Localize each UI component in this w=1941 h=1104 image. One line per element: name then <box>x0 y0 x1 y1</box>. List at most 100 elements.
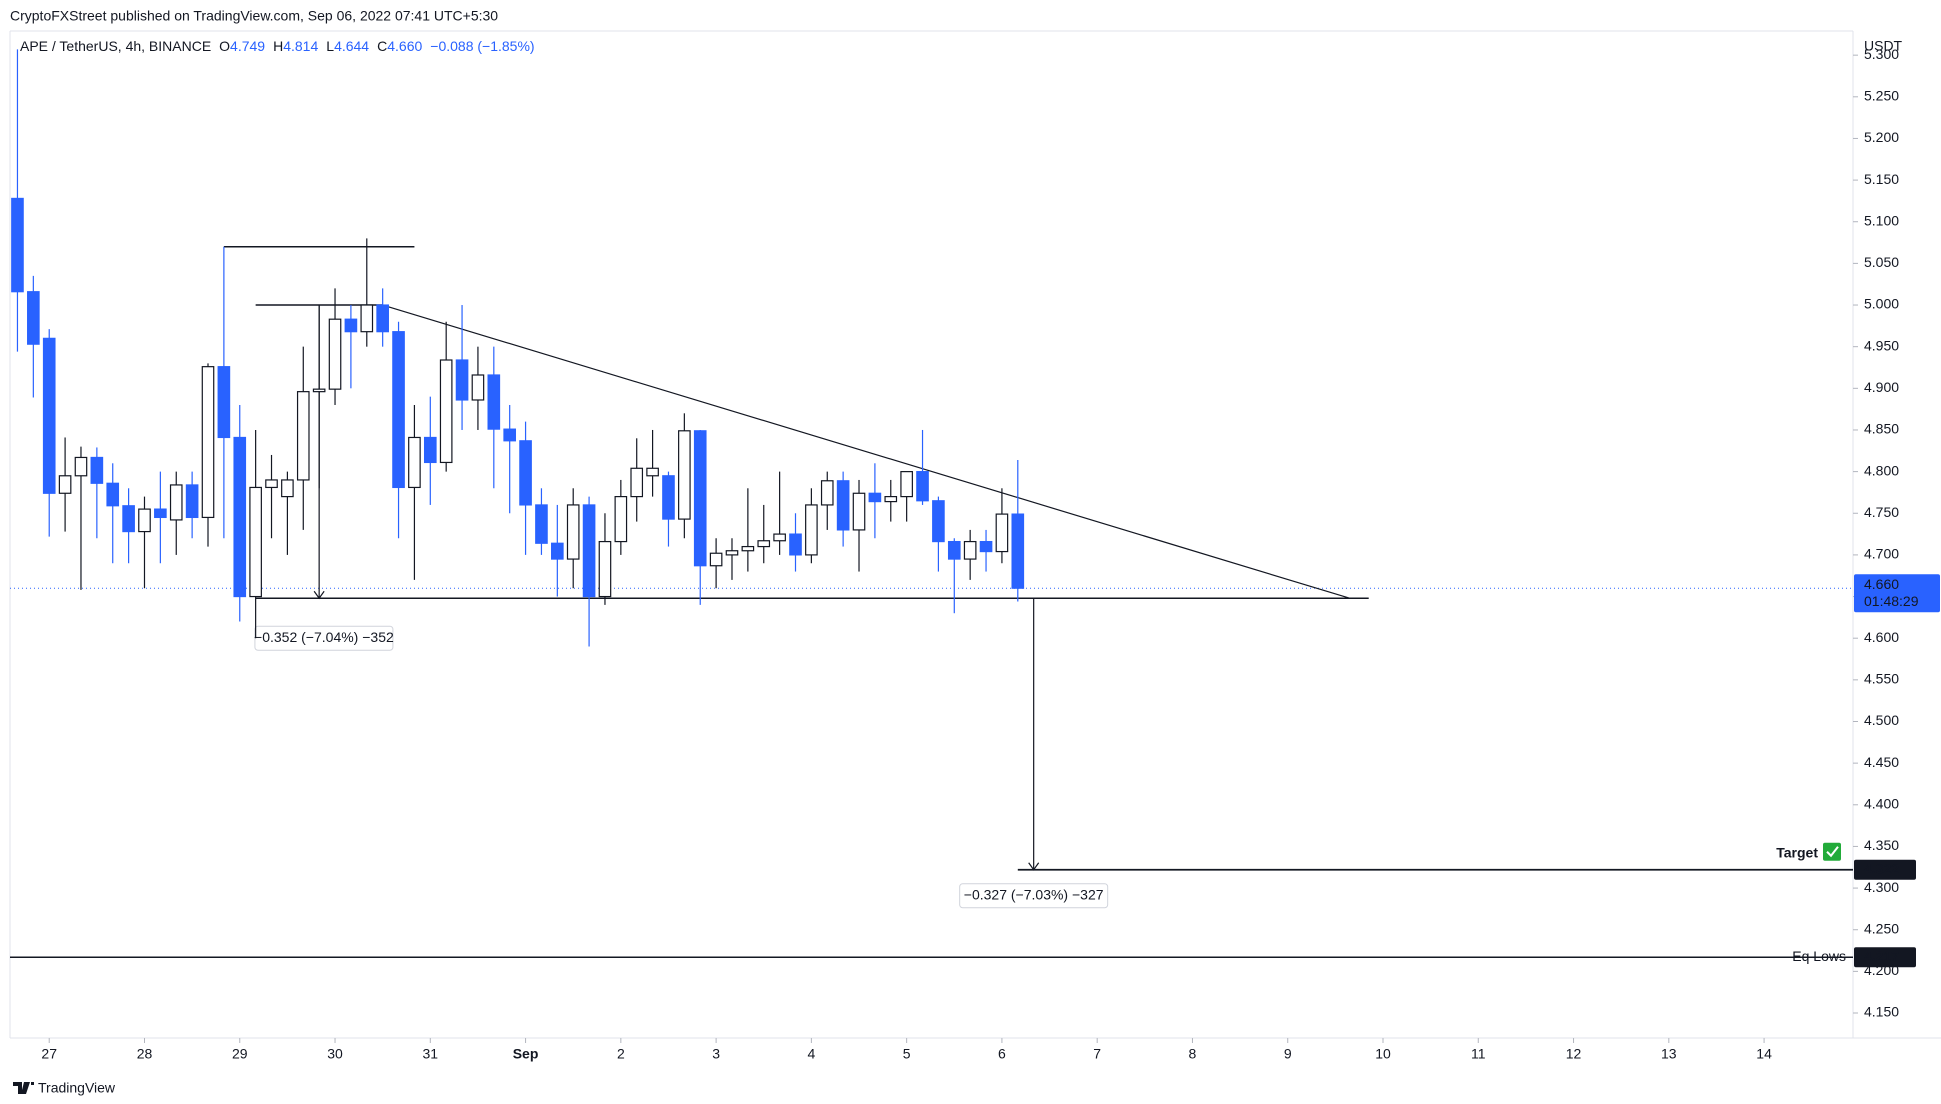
y-tick-label: 4.700 <box>1864 546 1899 562</box>
candle-body <box>932 500 945 543</box>
candle-body <box>233 436 247 598</box>
candle-body <box>27 291 40 345</box>
x-tick-label: 8 <box>1189 1046 1197 1062</box>
candle-body <box>312 388 326 393</box>
target-check-mark <box>1826 846 1839 858</box>
x-tick-label: Sep <box>513 1046 539 1062</box>
y-tick-label: 4.300 <box>1864 879 1899 895</box>
candle-body <box>709 552 723 567</box>
candle-body <box>947 540 961 560</box>
y-tick-label: 5.150 <box>1864 171 1899 187</box>
legend-item: 4.660 <box>387 38 422 54</box>
measure-label: −0.352 (−7.04%) −352 <box>254 629 394 645</box>
y-tick-label: 4.600 <box>1864 629 1899 645</box>
target-check <box>1823 842 1841 861</box>
candle-body <box>551 542 564 560</box>
y-tick-label: 5.050 <box>1864 254 1899 270</box>
candle-body <box>185 484 199 519</box>
candle-body <box>757 540 771 548</box>
candle-body <box>868 492 882 503</box>
y-tick-label: 4.550 <box>1864 671 1899 687</box>
candle-body <box>423 436 437 464</box>
candle-body <box>328 318 342 390</box>
current-price-label: 4.660 <box>1864 576 1899 592</box>
x-tick-label: 27 <box>41 1046 57 1062</box>
brand-logo <box>13 1082 34 1094</box>
x-tick-label: 12 <box>1566 1046 1582 1062</box>
legend-item: L <box>326 38 334 54</box>
y-tick-label: 5.300 <box>1864 46 1899 62</box>
candle-body <box>1011 513 1025 589</box>
candle-body <box>344 318 358 333</box>
candle-body <box>90 456 104 484</box>
candle-body <box>122 505 135 533</box>
x-tick-label: 30 <box>327 1046 343 1062</box>
y-tick-label: 4.450 <box>1864 754 1899 770</box>
candle-body <box>979 540 993 553</box>
candle-body <box>884 496 898 503</box>
candle-body <box>58 475 72 494</box>
candle-body <box>42 337 56 494</box>
candle-body <box>566 504 580 560</box>
current-price-box <box>1854 574 1940 613</box>
legend-item: 4.749 <box>230 38 265 54</box>
x-tick-label: 28 <box>137 1046 153 1062</box>
candle-body <box>201 366 215 519</box>
candle-body <box>249 486 262 598</box>
candle-body <box>963 540 977 560</box>
candle-body <box>820 480 834 506</box>
candle-body <box>376 304 389 333</box>
candle-body <box>916 471 929 502</box>
x-tick-label: 9 <box>1284 1046 1292 1062</box>
candle-body <box>455 359 469 401</box>
candle-body <box>169 484 183 521</box>
y-tick-label: 4.750 <box>1864 504 1899 520</box>
y-tick-label: 5.200 <box>1864 129 1899 145</box>
candle-body <box>408 436 421 489</box>
y-tick-label: 4.800 <box>1864 462 1899 478</box>
legend-item: 4.814 <box>283 38 318 54</box>
brand: TradingView <box>38 1080 116 1096</box>
measure-arrow-head <box>313 590 325 600</box>
legend-item: C <box>377 38 387 54</box>
x-tick-label: 6 <box>998 1046 1006 1062</box>
candle-body <box>265 479 278 489</box>
candle-body <box>154 508 167 519</box>
x-tick-label: 7 <box>1093 1046 1101 1062</box>
candle-body <box>836 480 850 531</box>
x-tick-label: 11 <box>1471 1046 1486 1062</box>
candle-body <box>693 430 707 567</box>
candle-body <box>995 513 1009 553</box>
candle-body <box>74 456 88 477</box>
candle-body <box>741 545 755 552</box>
candle-body <box>630 467 644 498</box>
legend-item: −0.088 (−1.85%) <box>430 38 534 54</box>
candle-body <box>535 504 548 544</box>
candle-body <box>598 540 612 598</box>
candle-body <box>471 374 485 401</box>
legend-item: APE / TetherUS, 4h, BINANCE <box>20 38 211 54</box>
candle-body <box>217 366 231 439</box>
candle-body <box>281 479 294 498</box>
legend-item: O <box>219 38 230 54</box>
countdown: 01:48:29 <box>1864 593 1919 609</box>
x-tick-label: 3 <box>712 1046 720 1062</box>
candle-body <box>439 359 453 464</box>
candle-body <box>678 430 691 520</box>
candle-body <box>487 374 501 430</box>
candle-body <box>138 508 151 533</box>
candle-body <box>789 533 802 556</box>
x-tick-label: 14 <box>1756 1046 1772 1062</box>
x-tick-label: 13 <box>1661 1046 1677 1062</box>
candle-body <box>773 533 786 542</box>
candle-body <box>106 482 120 507</box>
candle-body <box>900 471 913 498</box>
y-tick-label: 4.900 <box>1864 379 1899 395</box>
target-text: Target <box>1776 844 1818 860</box>
trend-line <box>382 304 1350 599</box>
candle-body <box>11 197 24 293</box>
eq-lows-price-box <box>1854 947 1916 968</box>
eq-lows-text: Eq Lows <box>1792 948 1846 964</box>
y-tick-label: 4.150 <box>1864 1004 1899 1020</box>
